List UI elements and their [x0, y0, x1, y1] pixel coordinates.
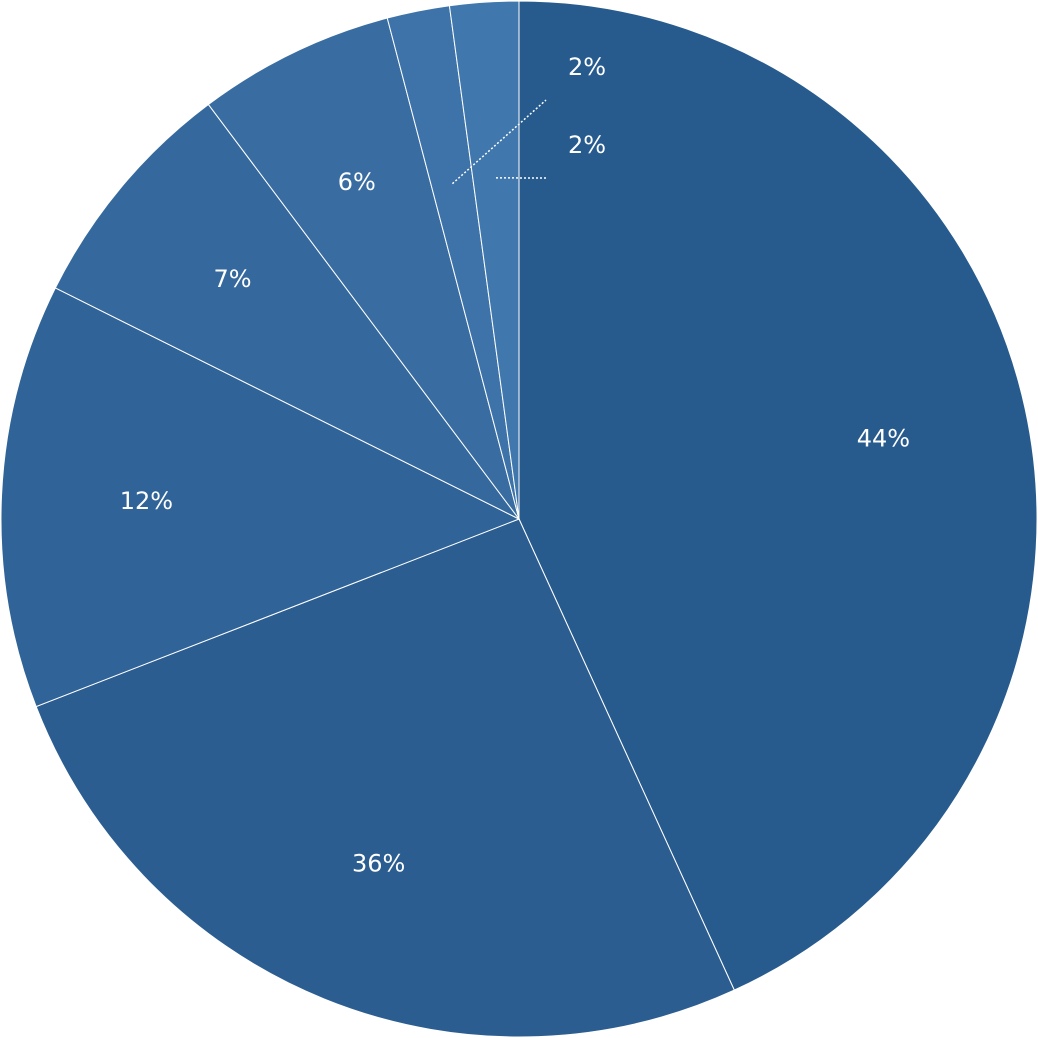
slice-label-3: 7% [214, 265, 252, 293]
leader-lines [451, 99, 547, 185]
slice-label-2: 12% [120, 487, 173, 515]
pie-slice-6 [448, 0, 520, 520]
pie-slice-3 [54, 103, 520, 520]
pie-slice-0 [518, 0, 1038, 991]
slice-label-6: 2% [568, 131, 606, 159]
slice-label-5: 2% [568, 53, 606, 81]
pie-slice-4 [207, 17, 520, 520]
slice-label-4: 6% [338, 168, 376, 196]
slice-label-1: 36% [352, 850, 405, 878]
pie-slice-2 [0, 287, 521, 708]
slice-labels: 44% 36% 12% 7% 6% 2% 2% [120, 53, 910, 878]
slice-label-0: 44% [857, 425, 910, 453]
pie-slice-1 [35, 518, 735, 1038]
leader-line-5 [451, 99, 547, 185]
